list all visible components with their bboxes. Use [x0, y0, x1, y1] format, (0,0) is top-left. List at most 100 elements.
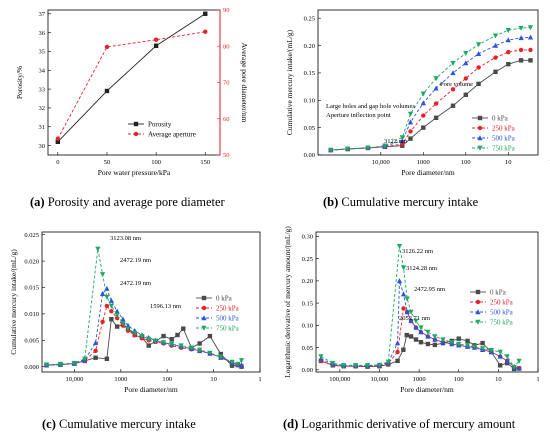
panel-c-series-line: [46, 318, 242, 368]
caption-a: (a) Porosity and average pore diameter: [30, 195, 226, 209]
panel-c-data-point: [95, 246, 101, 252]
panel-c-data-point: [197, 347, 203, 353]
panel-c-data-point: [218, 351, 223, 357]
caption-d: (d) Logarithmic derivative of mercury am…: [283, 417, 516, 431]
panel-d-data-point: [425, 329, 431, 335]
panel-b-data-point: [518, 25, 524, 31]
panel-d-legend-label: 500 kPa: [490, 308, 514, 316]
panel-b-data-point: [518, 35, 524, 41]
panel-c-data-point: [104, 294, 110, 300]
panel-d-ytick-label: 0.20: [302, 278, 313, 285]
panel-a-legend-label: Average aperture: [148, 130, 196, 138]
panel-b-data-point: [505, 37, 511, 43]
panel-b-y-axis-title: Cumulative mercury intake/(mL/g): [285, 29, 294, 135]
panel-d-chart: 100,000 10,000 1000 100 10 1 0.00 0.05 0.10 0.15 0…: [283, 226, 540, 394]
panel-d-xtick-label: 1: [536, 376, 539, 383]
panel-b-data-point: [476, 65, 481, 70]
panel-d-data-point: [440, 337, 446, 343]
panel-b-annotation: Large holes and gap hole volumes: [326, 103, 415, 110]
panel-d-data-point: [364, 363, 371, 369]
caption-b-label: (b): [323, 195, 338, 209]
caption-b: (b) Cumulative mercury intake: [323, 195, 479, 209]
panel-a-data-point: [203, 11, 208, 16]
panel-d-y-axis-title: Logarithmic derivative of mercury amount…: [283, 226, 292, 378]
panel-c-ytick-label: 0.025: [24, 232, 39, 239]
panel-b-data-point: [476, 81, 481, 87]
panel-c-data-point: [238, 358, 245, 364]
panel-b-ytick-label: 0.20: [304, 43, 315, 50]
panel-d-legend-marker: [475, 299, 481, 305]
panel-d-ytick-label: 0.00: [302, 367, 313, 374]
panel-d-data-point: [400, 291, 407, 297]
panel-d-data-point: [432, 342, 438, 348]
panel-a-legend-label: Porosity: [148, 120, 172, 128]
panel-d-xtick-label: 10,000: [371, 376, 389, 383]
panel-c-data-point: [169, 337, 174, 342]
panel-c-data-point: [181, 326, 186, 331]
panel-d-data-point: [432, 336, 438, 342]
panel-c-data-point: [109, 309, 114, 314]
panel-b-data-point: [518, 58, 524, 63]
panel-d-xtick-label: 1000: [413, 376, 426, 383]
panel-b-data-point: [421, 125, 426, 130]
panel-b-legend-marker: [477, 135, 483, 141]
panel-c-data-point: [104, 303, 110, 309]
panel-c-legend-label: 500 kPa: [216, 314, 240, 322]
panel-d-data-point: [408, 318, 414, 324]
panel-b-data-point: [528, 58, 533, 63]
panel-c-legend-label: 0 kPa: [216, 294, 233, 302]
panel-d-data-point: [353, 363, 359, 369]
panel-c-data-point: [82, 356, 88, 362]
panel-c-data-point: [229, 359, 235, 365]
panel-d-data-point: [432, 334, 438, 340]
panel-b-data-point: [527, 25, 534, 31]
panel-b-data-point: [493, 55, 498, 60]
panel-d-data-point: [404, 332, 409, 338]
panel-c-data-point: [92, 340, 99, 346]
panel-c-data-point: [160, 340, 167, 346]
panel-d-legend-label: 0 kPa: [490, 288, 507, 296]
panel-b-xtick-label: 10,000: [372, 159, 390, 166]
panel-c-data-point: [114, 324, 120, 329]
panel-d-data-point: [394, 340, 401, 346]
panel-b-data-point: [433, 76, 439, 82]
panel-c-ytick-label: 0.020: [24, 258, 39, 265]
panel-c-data-point: [108, 303, 114, 309]
panel-c-data-point: [207, 333, 213, 339]
panel-c-data-point: [161, 333, 166, 339]
panel-d-ytick-label: 0.15: [302, 300, 313, 307]
panel-a-data-point: [153, 43, 159, 48]
panel-a-data-point: [153, 37, 159, 42]
caption-c: (c) Cumulative mercury intake: [42, 417, 196, 431]
panel-d-x-axis-title: Pore diameter/nm: [400, 385, 454, 394]
panel-b-data-point: [492, 42, 499, 48]
panel-c-data-point: [125, 322, 131, 328]
panel-a-y2tick-label: 60: [223, 116, 230, 123]
panel-c-xtick-label: 10: [210, 376, 217, 383]
panel-b-annotation: Aperture inflection point: [326, 112, 391, 119]
panel-b-data-point: [399, 135, 405, 141]
panel-c-legend-label: 750 kPa: [216, 324, 240, 332]
panel-a-ytick-label: 34: [39, 67, 46, 74]
panel-d-data-point: [504, 354, 510, 360]
panel-d-data-point: [425, 333, 431, 339]
panel-b-data-point: [475, 50, 482, 56]
panel-d-annotation: 2052.71 nm: [399, 315, 430, 322]
panel-b-ytick-label: 0.15: [304, 70, 315, 77]
panel-d-data-point: [464, 343, 471, 349]
panel-c-data-point: [108, 297, 114, 303]
panel-c-data-point: [175, 332, 180, 338]
panel-a-data-point: [104, 44, 110, 50]
panel-a-ytick-label: 36: [39, 30, 46, 37]
panel-b-legend-label: 0 kPa: [492, 114, 509, 122]
panel-d-data-point: [456, 336, 461, 341]
panel-b-plot-frame: [317, 9, 539, 156]
panel-d-data-point: [425, 341, 431, 347]
panel-d-data-point: [395, 358, 400, 364]
panel-a-ytick-label: 37: [39, 11, 46, 18]
panel-a-data-point: [55, 139, 61, 145]
panel-d-data-point: [465, 338, 470, 344]
panel-d-ytick-label: 0.05: [302, 345, 313, 352]
panel-d-data-point: [400, 265, 407, 271]
panel-c-data-point: [99, 291, 106, 297]
